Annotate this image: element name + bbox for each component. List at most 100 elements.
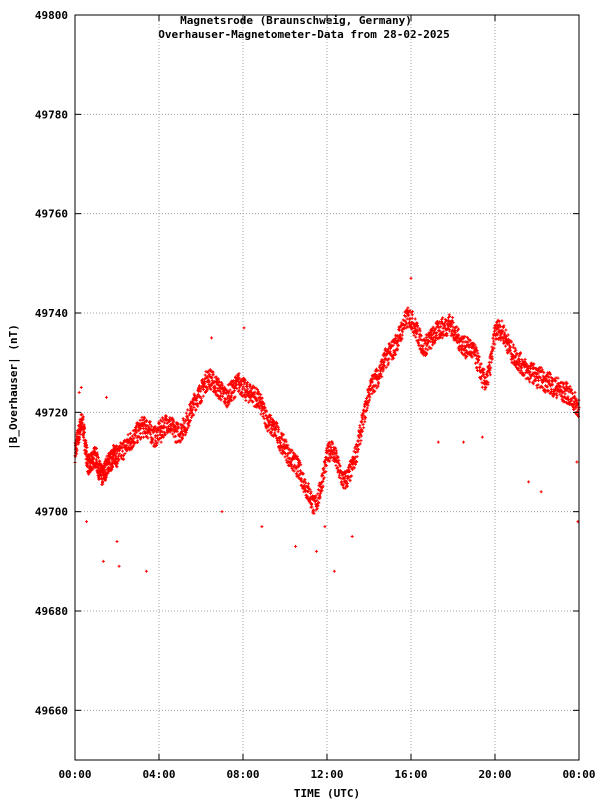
outlier-point	[105, 395, 108, 399]
data-point	[409, 311, 413, 315]
data-point	[246, 381, 250, 385]
data-point	[434, 338, 438, 342]
data-point	[328, 459, 332, 463]
data-point	[279, 441, 283, 445]
data-point	[440, 317, 444, 321]
data-point	[421, 344, 425, 348]
data-point	[186, 426, 190, 430]
data-point	[446, 318, 450, 322]
data-point	[462, 336, 466, 340]
x-tick-label: 12:00	[310, 768, 343, 781]
data-point	[459, 350, 463, 354]
data-point	[350, 468, 354, 472]
data-point	[310, 505, 314, 509]
data-point	[312, 511, 316, 515]
data-point	[519, 351, 523, 355]
x-tick-label: 20:00	[478, 768, 511, 781]
data-point	[164, 414, 168, 418]
data-point	[368, 398, 372, 402]
data-point	[171, 432, 175, 436]
data-point	[92, 457, 96, 461]
data-point	[122, 457, 126, 461]
outlier-point	[159, 440, 163, 444]
data-point	[537, 379, 541, 383]
data-point	[467, 345, 471, 349]
data-point	[357, 447, 360, 451]
data-point	[528, 376, 532, 380]
data-point	[417, 338, 421, 342]
data-point	[384, 365, 388, 369]
data-point	[199, 387, 203, 391]
data-point	[81, 415, 85, 419]
data-point	[132, 436, 136, 440]
data-point	[263, 406, 267, 410]
data-point	[466, 340, 470, 344]
data-point	[382, 360, 386, 364]
data-point	[186, 408, 190, 412]
data-point	[455, 329, 459, 333]
data-point	[158, 421, 162, 425]
data-point	[409, 323, 413, 327]
data-point	[153, 442, 157, 446]
data-point	[278, 443, 282, 447]
data-point	[554, 392, 558, 396]
data-point	[394, 353, 398, 357]
data-point	[424, 333, 428, 337]
data-point	[304, 481, 308, 485]
outlier-point	[409, 276, 413, 280]
data-point	[279, 446, 283, 450]
data-point	[188, 419, 192, 423]
data-point	[541, 374, 545, 378]
data-point	[216, 393, 220, 397]
outlier-point	[85, 520, 89, 524]
data-point	[189, 415, 193, 419]
data-point	[203, 373, 207, 377]
data-point	[133, 434, 137, 438]
x-tick-label: 00:00	[562, 768, 595, 781]
data-point	[161, 435, 165, 439]
data-point	[148, 420, 152, 424]
data-point	[348, 465, 352, 469]
data-point	[566, 395, 570, 399]
outlier-point	[350, 535, 354, 538]
data-point	[129, 436, 133, 440]
data-point	[174, 434, 178, 438]
chart-title: Magnetsrode (Braunschweig, Germany)	[180, 14, 412, 27]
data-point	[370, 387, 374, 391]
data-point	[554, 379, 558, 383]
data-point	[189, 400, 193, 404]
data-point	[532, 362, 536, 366]
data-point	[488, 371, 492, 375]
data-point	[95, 453, 99, 457]
data-point	[382, 354, 386, 358]
data-point	[103, 465, 107, 469]
data-point	[101, 482, 105, 486]
data-point	[343, 486, 347, 490]
data-point	[362, 408, 366, 412]
data-point	[334, 446, 338, 450]
data-point	[248, 384, 252, 388]
data-point	[75, 448, 79, 452]
data-point	[447, 313, 451, 317]
data-point	[470, 355, 474, 359]
data-point	[405, 321, 409, 325]
data-point	[135, 430, 139, 434]
data-point	[573, 390, 577, 394]
data-point	[148, 423, 152, 427]
data-point	[439, 325, 443, 329]
data-point	[296, 465, 300, 469]
data-point	[339, 476, 343, 480]
data-point	[381, 364, 385, 368]
data-point	[283, 455, 287, 459]
data-point	[474, 354, 478, 358]
data-point	[175, 429, 179, 433]
data-point	[246, 387, 250, 391]
data-point	[479, 375, 483, 379]
data-point	[281, 452, 285, 456]
data-point	[265, 416, 269, 420]
data-point	[473, 350, 477, 354]
data-point	[292, 469, 296, 473]
y-tick-label: 49700	[35, 506, 68, 519]
data-point	[387, 361, 391, 365]
data-point	[496, 332, 500, 336]
